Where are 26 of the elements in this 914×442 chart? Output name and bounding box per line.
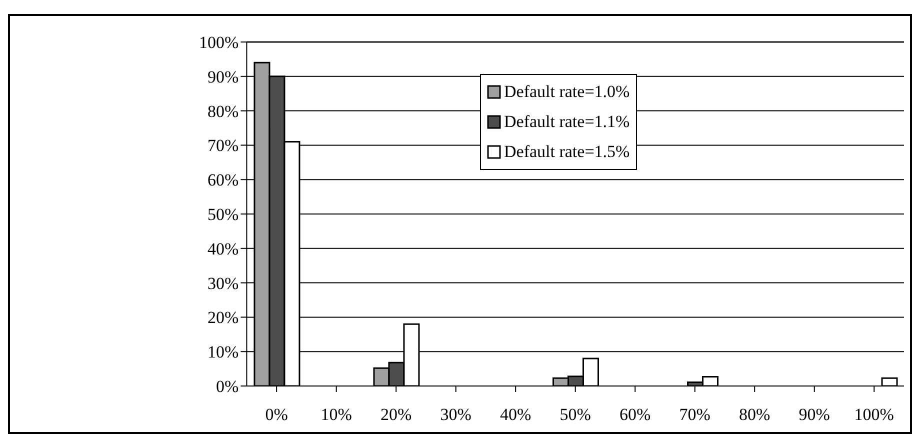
y-tick-label: 0% bbox=[216, 377, 239, 396]
y-tick-label: 30% bbox=[208, 274, 239, 293]
x-tick-label: 50% bbox=[560, 405, 591, 424]
y-tick-label: 20% bbox=[208, 308, 239, 328]
x-tick-label: 30% bbox=[440, 405, 472, 424]
bar bbox=[881, 377, 898, 386]
x-tick-label: 60% bbox=[620, 405, 651, 424]
y-tick-label: 80% bbox=[208, 102, 239, 121]
y-tick-label: 60% bbox=[208, 170, 239, 190]
y-tick-label: 10% bbox=[208, 342, 239, 362]
x-tick-label: 90% bbox=[798, 405, 830, 424]
legend-label: Default rate=1.0% bbox=[504, 81, 630, 103]
x-tick-label: 40% bbox=[500, 405, 532, 424]
y-tick-label: 50% bbox=[208, 205, 239, 224]
x-tick-label: 100% bbox=[854, 405, 894, 424]
x-tick-label: 10% bbox=[320, 405, 352, 424]
y-tick-label: 40% bbox=[208, 239, 239, 258]
x-tick-label: 20% bbox=[380, 405, 412, 424]
legend-label: Default rate=1.1% bbox=[504, 111, 630, 133]
x-tick-label: 80% bbox=[739, 405, 770, 424]
y-tick-label: 100% bbox=[199, 33, 239, 52]
x-tick-label: 0% bbox=[265, 405, 288, 424]
legend-label: Default rate=1.5% bbox=[504, 141, 630, 163]
y-tick-label: 90% bbox=[208, 67, 239, 86]
y-tick-label: 70% bbox=[208, 136, 239, 156]
x-tick-label: 70% bbox=[679, 405, 710, 424]
